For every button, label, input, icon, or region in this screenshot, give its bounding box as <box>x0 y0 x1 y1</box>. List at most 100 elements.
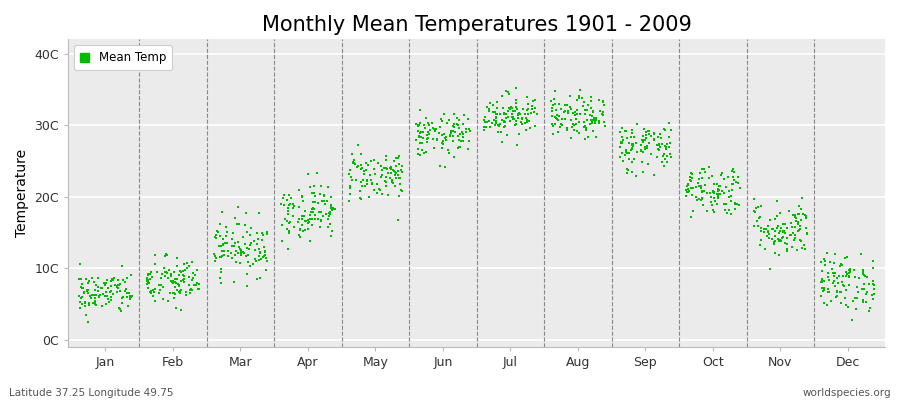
Point <box>295 222 310 228</box>
Point <box>731 174 745 180</box>
Point <box>771 236 786 243</box>
Point <box>762 231 777 238</box>
Point <box>208 253 222 260</box>
Point <box>214 209 229 215</box>
Point <box>75 285 89 291</box>
Point <box>389 175 403 181</box>
Point <box>822 274 836 280</box>
Point <box>282 192 296 198</box>
Point <box>579 126 593 132</box>
Point <box>416 135 430 141</box>
Point <box>301 220 315 226</box>
Point <box>357 168 372 174</box>
Point <box>855 269 869 275</box>
Point <box>104 294 118 300</box>
Point <box>388 169 402 175</box>
Point <box>219 233 233 239</box>
Point <box>323 202 338 208</box>
Point <box>141 280 156 286</box>
Point <box>81 280 95 287</box>
Point <box>750 205 764 211</box>
Point <box>485 120 500 126</box>
Point <box>250 240 265 247</box>
Point <box>778 221 792 227</box>
Point <box>323 203 338 209</box>
Point <box>547 121 562 127</box>
Point <box>116 294 130 300</box>
Point <box>375 167 390 173</box>
Point <box>515 115 529 122</box>
Point <box>762 217 777 224</box>
Point <box>716 190 731 196</box>
Point <box>866 258 880 264</box>
Point <box>159 251 174 258</box>
Point <box>91 288 105 295</box>
Point <box>866 281 880 288</box>
Point <box>109 284 123 290</box>
Point <box>450 115 464 121</box>
Point <box>239 271 254 277</box>
Point <box>248 258 263 264</box>
Point <box>178 288 193 295</box>
Point <box>586 128 600 134</box>
Point <box>394 188 409 195</box>
Point <box>863 305 878 311</box>
Point <box>174 278 188 284</box>
Point <box>767 240 781 247</box>
Point <box>702 164 716 170</box>
Point <box>343 184 357 191</box>
Point <box>850 289 865 296</box>
Point <box>842 269 857 276</box>
Point <box>858 280 872 287</box>
Point <box>544 98 559 104</box>
Point <box>311 208 326 215</box>
Point <box>77 298 92 305</box>
Point <box>762 266 777 273</box>
Point <box>711 192 725 198</box>
Point <box>788 235 802 242</box>
Point <box>356 177 370 183</box>
Point <box>588 119 602 125</box>
Point <box>145 274 159 281</box>
Legend: Mean Temp: Mean Temp <box>74 45 172 70</box>
Point <box>323 193 338 200</box>
Point <box>626 134 641 140</box>
Point <box>635 137 650 143</box>
Point <box>410 120 424 127</box>
Point <box>502 106 517 112</box>
Point <box>794 238 808 244</box>
Point <box>463 128 477 134</box>
Point <box>436 137 450 144</box>
Point <box>689 197 704 203</box>
Point <box>838 295 852 301</box>
Point <box>629 139 643 146</box>
Point <box>715 170 729 176</box>
Point <box>439 134 454 140</box>
Point <box>830 293 844 300</box>
Point <box>580 106 594 113</box>
Point <box>612 154 626 160</box>
Point <box>842 273 856 279</box>
Point <box>719 184 733 191</box>
Point <box>816 278 831 284</box>
Point <box>589 117 603 123</box>
Point <box>567 127 581 133</box>
Point <box>296 228 310 234</box>
Point <box>305 199 320 206</box>
Point <box>579 127 593 133</box>
Point <box>419 139 434 145</box>
Point <box>827 273 842 279</box>
Point <box>392 161 407 167</box>
Point <box>388 172 402 178</box>
Text: Latitude 37.25 Longitude 49.75: Latitude 37.25 Longitude 49.75 <box>9 388 174 398</box>
Point <box>421 129 436 136</box>
Point <box>834 262 849 268</box>
Point <box>697 188 711 194</box>
Point <box>644 133 659 139</box>
Point <box>652 147 666 153</box>
Point <box>88 300 103 307</box>
Point <box>862 308 877 314</box>
Point <box>157 265 171 272</box>
Point <box>455 130 470 137</box>
Point <box>647 136 662 142</box>
